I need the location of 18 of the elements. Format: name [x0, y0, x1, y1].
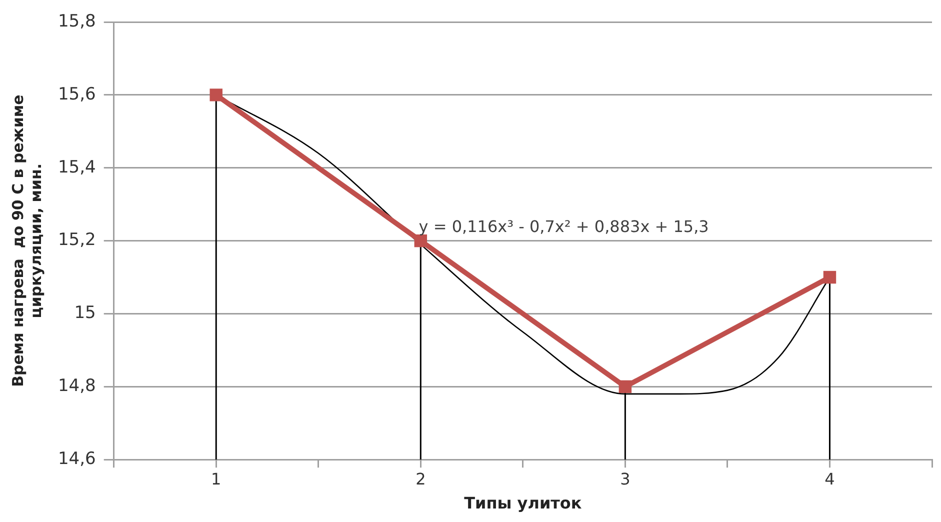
annotation: y = 0,116x³ - 0,7x² + 0,883x + 15,3: [418, 216, 709, 236]
y-tick-label: 15,6: [58, 84, 96, 104]
y-tick-label: 15,2: [58, 230, 96, 250]
y-tick-label: 15,8: [58, 11, 96, 32]
x-tick-label: 1: [211, 469, 222, 488]
y-tick-label: 14,8: [58, 376, 96, 396]
x-tick-label: 4: [824, 469, 835, 488]
point: [210, 88, 222, 102]
x-axis-title: Типы улиток: [464, 494, 582, 513]
point: [618, 380, 632, 394]
y-tick-label: 15,4: [58, 157, 96, 178]
y-tick-label: 15: [74, 303, 96, 324]
y-tick-label: 14,6: [58, 449, 96, 470]
point: [823, 270, 836, 284]
x-tick-label: 3: [620, 469, 630, 488]
y-axis-title: Время нагрева до 90 С в режиме циркуляции, мин.: [8, 94, 45, 387]
x-tick-label: 2: [416, 469, 426, 488]
point: [414, 234, 428, 248]
